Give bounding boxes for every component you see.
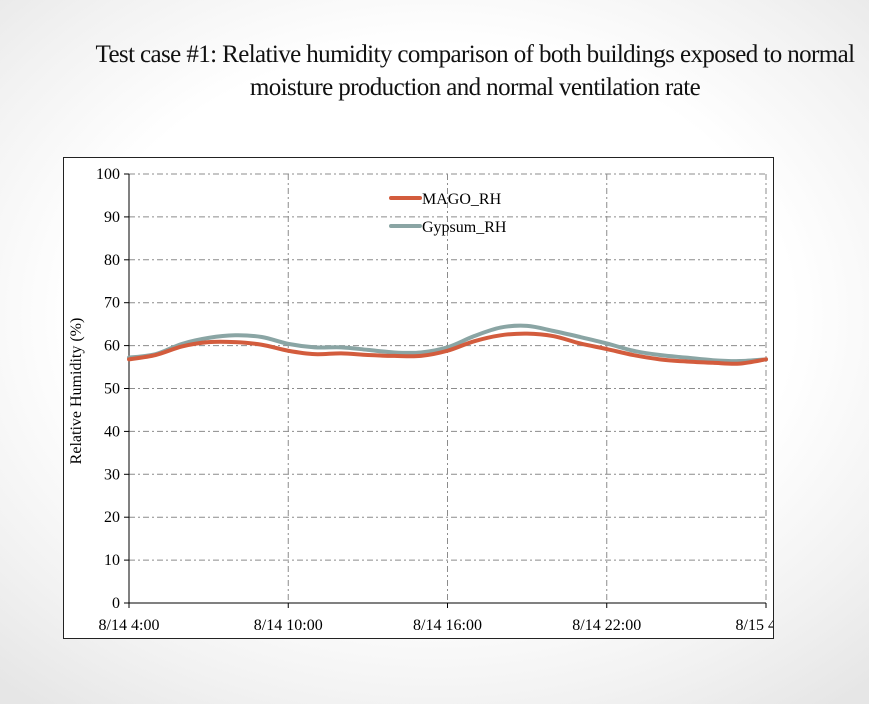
y-tick-label: 20 (104, 509, 120, 526)
x-tick-label: 8/14 4:00 (99, 617, 160, 634)
y-tick-label: 40 (104, 423, 120, 440)
y-tick-label: 90 (104, 209, 120, 226)
y-tick-label: 0 (112, 595, 120, 612)
y-tick-label: 80 (104, 252, 120, 269)
y-tick-label: 30 (104, 466, 120, 483)
series-line-gypsum-rh (127, 323, 768, 364)
y-tick-label: 50 (104, 381, 120, 398)
y-tick-label: 60 (104, 338, 120, 355)
series-layer (127, 323, 768, 366)
legend-label: MAGO_RH (422, 191, 502, 208)
axes-layer: 0 10 20 30 40 50 60 70 80 90 100 8/14 4:00 8/14 10:0… (96, 166, 796, 634)
y-axis-label: Relative Humidity (%) (68, 318, 85, 465)
grid-layer (129, 173, 767, 603)
series-line-mago-rh (127, 331, 768, 366)
chart-frame: 0 10 20 30 40 50 60 70 80 90 100 8/14 4:00 8/14 10:0… (63, 157, 796, 639)
y-tick-label: 100 (96, 166, 120, 183)
y-tick-label: 10 (104, 552, 120, 569)
x-tick-label: 8/14 16:00 (413, 617, 482, 634)
x-tick-label: 8/14 10:00 (254, 617, 323, 634)
y-tick-label: 70 (104, 295, 120, 312)
x-tick-label: 8/14 22:00 (572, 617, 641, 634)
legend-label: Gypsum_RH (422, 219, 507, 236)
x-tick-label: 8/15 4:00 (736, 617, 773, 634)
slide-title: Test case #1: Relative humidity comparis… (95, 41, 856, 101)
line-chart: 0 10 20 30 40 50 60 70 80 90 100 8/14 4:00 8/14 10:0… (68, 166, 796, 634)
legend: MAGO_RH Gypsum_RH (389, 191, 507, 236)
